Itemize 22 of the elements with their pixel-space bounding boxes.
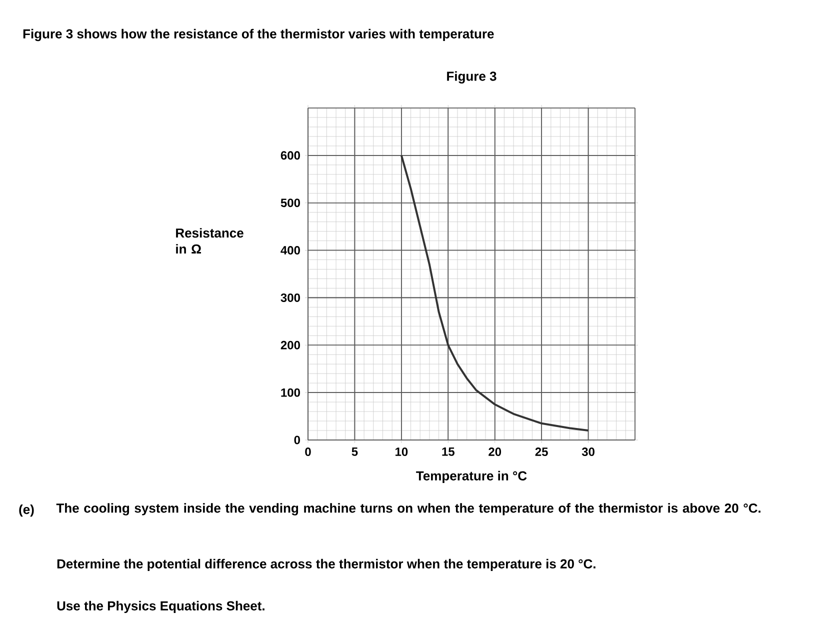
x-tick-label: 5	[352, 448, 358, 456]
y-tick-label: 600	[280, 151, 300, 160]
y-tick-label: 100	[281, 388, 300, 397]
x-tick-label: 20	[488, 448, 502, 456]
caption: Figure 3 shows how the resistance of the thermistor varies with temperature	[23, 28, 494, 42]
x-tick-label: 15	[442, 448, 454, 456]
x-tick-label: 25	[535, 448, 548, 456]
y-tick-label: 200	[280, 340, 300, 350]
y-tick-label: 400	[280, 246, 300, 255]
text: Use the Physics Equations Sheet.	[57, 600, 264, 614]
y-tick-label: 300	[280, 293, 300, 302]
y-tick-label: 0	[294, 436, 300, 444]
text: (e)	[19, 504, 34, 517]
y-tick-label: 500	[280, 198, 300, 208]
x-tick-label: 0	[305, 448, 311, 456]
text: Determine the potential difference across the thermistor when the temperature is 20 °C.	[57, 558, 596, 572]
x-tick-label: 30	[582, 448, 594, 456]
x-axis-title: Temperature in °C	[416, 470, 527, 484]
y-axis-title: Resistance in Ω	[176, 228, 244, 254]
text: The cooling system inside the vending machine turns on when the temperature of the thermistor is above 20 °C.	[56, 503, 760, 516]
x-tick-label: 10	[396, 448, 408, 456]
chart-title: Figure 3	[447, 71, 496, 84]
